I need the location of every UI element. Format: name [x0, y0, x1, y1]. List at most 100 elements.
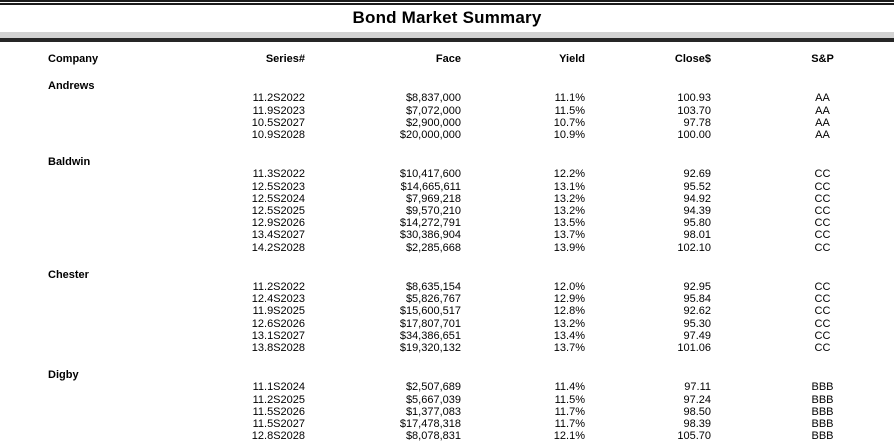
- bond-row: 11.2S2022 $8,837,000 11.1% 100.93 AA: [0, 92, 894, 104]
- bond-face: $7,969,218: [405, 192, 461, 205]
- bond-row: 12.9S2026 $14,272,791 13.5% 95.80 CC: [0, 217, 894, 229]
- bond-row-spacer: [0, 217, 200, 229]
- bond-yield: 13.1%: [553, 180, 585, 193]
- bond-row-spacer: [0, 129, 200, 141]
- bond-face: $20,000,000: [399, 129, 461, 142]
- bond-yield: 11.7%: [554, 418, 585, 431]
- bond-face: $5,826,767: [405, 293, 461, 306]
- bond-row: 12.8S2028 $8,078,831 12.1% 105.70 BBB: [0, 430, 894, 442]
- bond-close: 95.84: [683, 293, 711, 306]
- bond-yield: 13.9%: [553, 241, 585, 254]
- bond-row-spacer: [0, 281, 200, 293]
- bond-row: 11.5S2027 $17,478,318 11.7% 98.39 BBB: [0, 418, 894, 430]
- bond-series: 13.1S2027: [251, 329, 305, 342]
- bond-sp-rating: CC: [814, 205, 831, 218]
- bond-sp-rating: BBB: [811, 393, 834, 406]
- bond-yield: 13.5%: [553, 217, 585, 230]
- bond-sp-rating: CC: [814, 342, 831, 355]
- bond-close: 98.50: [683, 405, 711, 418]
- bond-series: 11.9S2023: [252, 104, 305, 117]
- bond-sp-rating: CC: [814, 192, 831, 205]
- bond-yield: 13.7%: [553, 229, 585, 242]
- bond-series: 11.2S2025: [252, 393, 305, 406]
- bond-row-spacer: [0, 92, 200, 104]
- bond-sp-rating: CC: [814, 229, 831, 242]
- bond-sp-rating: CC: [814, 329, 831, 342]
- bond-close: 103.70: [677, 104, 711, 117]
- company-name: Digby: [48, 369, 79, 382]
- bond-row-spacer: [0, 305, 200, 317]
- bond-sp-rating: BBB: [811, 418, 834, 431]
- bond-sp-rating: CC: [814, 281, 831, 294]
- bond-row: 12.4S2023 $5,826,767 12.9% 95.84 CC: [0, 293, 894, 305]
- bond-row-spacer: [0, 342, 200, 354]
- company-name: Andrews: [48, 80, 95, 93]
- bond-row-spacer: [0, 205, 200, 217]
- bond-row: 14.2S2028 $2,285,668 13.9% 102.10 CC: [0, 242, 894, 254]
- bond-row: 10.9S2028 $20,000,000 10.9% 100.00 AA: [0, 129, 894, 141]
- bond-face: $2,507,689: [405, 381, 461, 394]
- company-section: Chester 11.2S2022 $8,635,154 12.0% 92.95 CC 12…: [0, 269, 894, 354]
- bond-sp-rating: CC: [814, 180, 831, 193]
- bond-close: 97.11: [684, 381, 711, 394]
- company-row: Andrews: [0, 80, 894, 92]
- bond-series: 12.5S2023: [251, 180, 305, 193]
- bond-close: 97.24: [683, 393, 711, 406]
- bond-sp-rating: CC: [814, 168, 831, 181]
- bond-yield: 12.9%: [553, 293, 585, 306]
- bond-row: 11.5S2026 $1,377,083 11.7% 98.50 BBB: [0, 406, 894, 418]
- bond-face: $8,837,000: [405, 92, 461, 105]
- bond-yield: 12.2%: [553, 168, 585, 181]
- bond-row-spacer: [0, 318, 200, 330]
- bond-row-spacer: [0, 229, 200, 241]
- bond-series: 11.2S2022: [252, 92, 305, 105]
- bond-face: $19,320,132: [399, 342, 461, 355]
- bond-row-spacer: [0, 330, 200, 342]
- company-row: Chester: [0, 269, 894, 281]
- bond-series: 10.5S2027: [251, 116, 305, 129]
- bond-face: $5,667,039: [405, 393, 461, 406]
- bond-close: 98.39: [683, 418, 711, 431]
- bond-sp-rating: CC: [814, 305, 831, 318]
- company-section: Andrews 11.2S2022 $8,837,000 11.1% 100.93 AA 1…: [0, 80, 894, 141]
- bond-table-sections: Andrews 11.2S2022 $8,837,000 11.1% 100.93 AA 1…: [0, 80, 894, 442]
- bond-sp-rating: AA: [815, 129, 830, 142]
- bond-row-spacer: [0, 168, 200, 180]
- bond-face: $17,807,701: [399, 317, 461, 330]
- bond-sp-rating: AA: [815, 116, 830, 129]
- bond-series: 11.5S2026: [252, 405, 305, 418]
- bond-series: 11.3S2022: [252, 168, 305, 181]
- bond-yield: 13.7%: [553, 342, 585, 355]
- bond-yield: 12.0%: [553, 281, 585, 294]
- bond-sp-rating: BBB: [811, 405, 834, 418]
- header-series: Series#: [265, 53, 305, 65]
- bond-sp-rating: BBB: [811, 430, 834, 442]
- bond-row-spacer: [0, 394, 200, 406]
- bond-series: 12.6S2026: [251, 317, 305, 330]
- top-double-rule: [0, 0, 894, 5]
- bond-face: $15,600,517: [399, 305, 461, 318]
- bond-series: 13.8S2028: [251, 342, 305, 355]
- header-close: Close$: [674, 53, 711, 65]
- bond-row: 11.2S2022 $8,635,154 12.0% 92.95 CC: [0, 281, 894, 293]
- bond-yield: 11.5%: [554, 104, 585, 117]
- bond-yield: 12.1%: [553, 430, 585, 442]
- bond-close: 101.06: [677, 342, 711, 355]
- bond-series: 10.9S2028: [251, 129, 305, 142]
- bond-close: 95.80: [683, 217, 711, 230]
- bond-yield: 10.7%: [553, 116, 585, 129]
- bond-series: 11.2S2022: [252, 281, 305, 294]
- bond-sp-rating: CC: [814, 217, 831, 230]
- bond-face: $2,900,000: [405, 116, 461, 129]
- bond-row: 12.5S2024 $7,969,218 13.2% 94.92 CC: [0, 193, 894, 205]
- bond-close: 94.92: [683, 192, 711, 205]
- bond-row: 11.9S2023 $7,072,000 11.5% 103.70 AA: [0, 105, 894, 117]
- bond-face: $8,635,154: [405, 281, 461, 294]
- bond-series: 12.5S2025: [251, 205, 305, 218]
- bond-series: 14.2S2028: [251, 241, 305, 254]
- bond-face: $8,078,831: [405, 430, 461, 442]
- page-title: Bond Market Summary: [352, 8, 542, 27]
- header-face: Face: [435, 53, 461, 65]
- bond-yield: 12.8%: [553, 305, 585, 318]
- bond-close: 102.10: [677, 241, 711, 254]
